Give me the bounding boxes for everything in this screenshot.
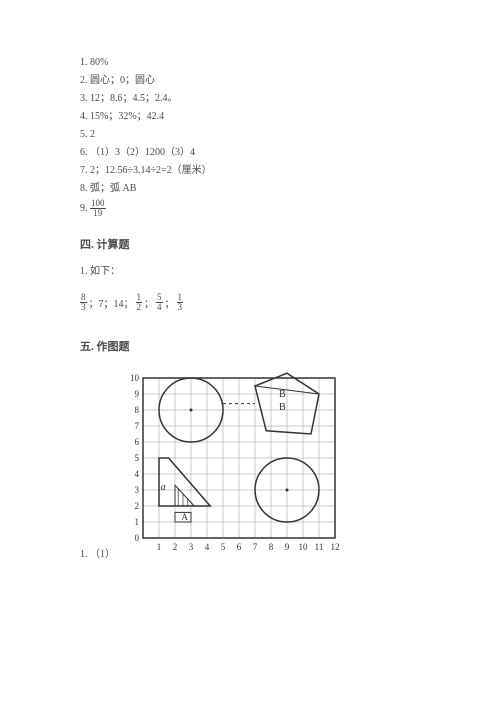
answer-5: 5. 2 bbox=[80, 127, 500, 142]
answer-3: 3. 12；8.6；4.5；2.4。 bbox=[80, 91, 500, 106]
svg-text:11: 11 bbox=[315, 542, 324, 552]
answer-6: 6. （1）3（2）1200（3）4 bbox=[80, 145, 500, 160]
svg-text:4: 4 bbox=[135, 469, 140, 479]
figure-container: 1. （1） 109876543210123456789101112BBaA bbox=[80, 366, 500, 566]
svg-text:0: 0 bbox=[135, 533, 140, 543]
svg-text:7: 7 bbox=[253, 542, 258, 552]
svg-text:5: 5 bbox=[135, 453, 140, 463]
svg-text:3: 3 bbox=[135, 485, 140, 495]
frac-den: 19 bbox=[90, 209, 106, 218]
frac-den: 2 bbox=[136, 303, 143, 312]
svg-text:a: a bbox=[161, 482, 166, 493]
frac-den: 3 bbox=[177, 303, 184, 312]
frac-den: 4 bbox=[156, 303, 163, 312]
frac-den: 3 bbox=[80, 303, 87, 312]
answer-9-prefix: 9. bbox=[80, 203, 90, 214]
frac-3: 5 4 bbox=[156, 293, 163, 312]
svg-text:1: 1 bbox=[157, 542, 162, 552]
answer-7: 7. 2；12.56÷3.14÷2=2（厘米） bbox=[80, 163, 500, 178]
svg-text:8: 8 bbox=[135, 405, 140, 415]
answer-4: 4. 15%；32%；42.4 bbox=[80, 109, 500, 124]
section-5-title: 五. 作图题 bbox=[80, 338, 500, 354]
frac-1: 8 3 bbox=[80, 293, 87, 312]
frac-sep-1: ；7；14； bbox=[89, 295, 134, 310]
svg-text:3: 3 bbox=[189, 542, 194, 552]
svg-text:12: 12 bbox=[331, 542, 340, 552]
svg-text:6: 6 bbox=[135, 437, 140, 447]
svg-text:A: A bbox=[181, 512, 188, 522]
frac-2: 1 2 bbox=[136, 293, 143, 312]
answer-8: 8. 弧；弧 AB bbox=[80, 181, 500, 196]
svg-text:8: 8 bbox=[269, 542, 274, 552]
answer-1: 1. 80% bbox=[80, 55, 500, 70]
frac-sep-3: ； bbox=[165, 295, 175, 310]
svg-text:4: 4 bbox=[205, 542, 210, 552]
svg-text:7: 7 bbox=[135, 421, 140, 431]
svg-text:9: 9 bbox=[285, 542, 290, 552]
svg-text:1: 1 bbox=[135, 517, 140, 527]
grid-figure: 109876543210123456789101112BBaA bbox=[119, 366, 349, 566]
svg-text:2: 2 bbox=[173, 542, 178, 552]
answer-9: 9. 100 19 bbox=[80, 199, 500, 218]
answer-9-fraction: 100 19 bbox=[90, 199, 106, 218]
svg-text:B: B bbox=[279, 402, 286, 413]
section-4-title: 四. 计算题 bbox=[80, 236, 500, 252]
frac-sep-2: ； bbox=[144, 295, 154, 310]
section-4-item-1: 1. 如下： bbox=[80, 264, 500, 279]
svg-text:2: 2 bbox=[135, 501, 140, 511]
svg-text:5: 5 bbox=[221, 542, 226, 552]
svg-text:6: 6 bbox=[237, 542, 242, 552]
svg-text:9: 9 bbox=[135, 389, 140, 399]
fraction-row: 8 3 ；7；14； 1 2 ； 5 4 ； 1 3 bbox=[80, 293, 500, 312]
svg-text:B: B bbox=[279, 389, 286, 400]
answer-2: 2. 圆心；0；圆心 bbox=[80, 73, 500, 88]
figure-item-label: 1. （1） bbox=[80, 545, 115, 560]
svg-text:10: 10 bbox=[130, 373, 140, 383]
svg-text:10: 10 bbox=[299, 542, 309, 552]
frac-4: 1 3 bbox=[177, 293, 184, 312]
